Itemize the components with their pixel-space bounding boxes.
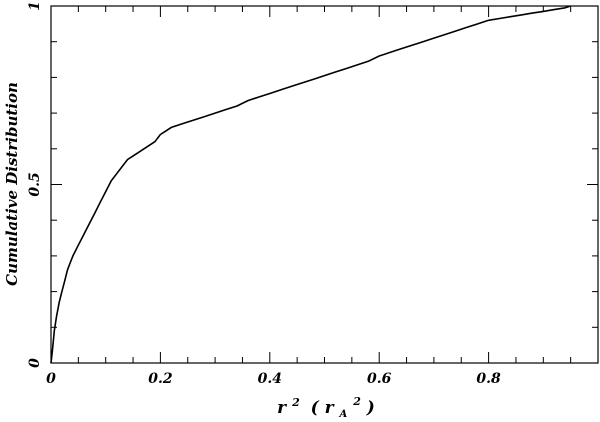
x-label-base: r [277, 398, 287, 418]
axis-ticks [50, 5, 599, 364]
x-label-paren-base: r [325, 398, 335, 418]
x-tick-label: 0.6 [367, 371, 392, 387]
y-axis-label: Cumulative Distribution [3, 82, 21, 286]
y-tick-label: 0.5 [27, 172, 43, 196]
series-line [50, 5, 571, 364]
x-axis-label: r 2 ( r A 2 ) [277, 390, 375, 422]
y-tick-label: 1 [27, 1, 43, 11]
x-label-sup: 2 [291, 396, 300, 409]
x-tick-label: 0.2 [148, 371, 173, 387]
x-tick-label: 0.8 [476, 371, 501, 387]
x-label-paren-sup: 2 [352, 395, 361, 408]
plot-frame [50, 5, 599, 364]
x-label-paren-sub: A [339, 409, 348, 420]
y-tick-label: 0 [27, 358, 43, 368]
x-label-paren-close: ) [366, 398, 375, 418]
x-tick-label: 0 [46, 371, 56, 387]
x-label-paren-open: ( [311, 398, 320, 418]
x-tick-label: 0.4 [258, 371, 282, 387]
axis-tick-labels: 0 0.2 0.4 0.6 0.8 0 0.5 1 [27, 1, 501, 387]
